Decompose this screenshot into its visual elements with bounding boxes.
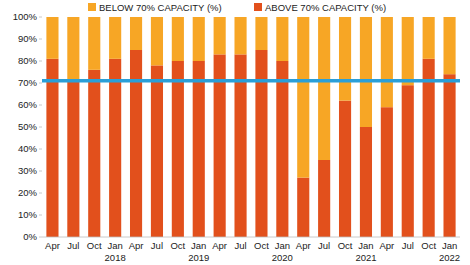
bar-segment	[360, 17, 372, 127]
bar-segment	[151, 17, 163, 65]
x-tick-label: Apr	[296, 240, 311, 251]
x-tick-label: Oct	[170, 240, 185, 251]
y-tick-label: 40%	[18, 143, 38, 154]
y-axis: 0% 10% 20% 30% 40% 50% 60% 70% 80% 90% 100%	[13, 11, 42, 242]
bars	[46, 17, 455, 237]
legend-swatch	[88, 3, 96, 11]
y-tick	[39, 127, 42, 128]
bar-segment	[46, 59, 58, 237]
bar-segment	[130, 50, 142, 237]
chart: 0% 10% 20% 30% 40% 50% 60% 70% 80% 90% 100% Apr Jul O…	[0, 0, 470, 265]
x-axis-line	[42, 237, 460, 238]
x-tick-label: Jul	[402, 240, 414, 251]
y-tick	[39, 193, 42, 194]
bar-segment	[214, 17, 226, 54]
threshold-line	[42, 79, 460, 83]
bar-segment	[443, 17, 455, 74]
year-label: 2019	[188, 252, 209, 263]
bar-segment	[255, 50, 267, 237]
x-tick-label: Jul	[151, 240, 163, 251]
x-tick-label: Apr	[379, 240, 394, 251]
bar-segment	[46, 17, 58, 59]
bar-segment	[402, 85, 414, 237]
legend: BELOW 70% CAPACITY (%) ABOVE 70% CAPACITY…	[88, 2, 386, 13]
bar-segment	[193, 61, 205, 237]
bar-segment	[255, 17, 267, 50]
year-label: 2021	[355, 252, 376, 263]
y-tick-label: 90%	[18, 33, 38, 44]
y-tick-label: 10%	[18, 209, 38, 220]
legend-label: BELOW 70% CAPACITY (%)	[99, 2, 222, 13]
y-tick-label: 20%	[18, 187, 38, 198]
y-tick	[39, 61, 42, 62]
bar-segment	[109, 59, 121, 237]
x-tick-label: Jul	[67, 240, 79, 251]
bar-segment	[172, 61, 184, 237]
x-tick-label: Jan	[107, 240, 122, 251]
year-label: 2022	[439, 252, 460, 263]
x-tick-label: Oct	[87, 240, 102, 251]
bar-segment	[297, 178, 309, 237]
bar-segment	[109, 17, 121, 59]
y-tick-label: 30%	[18, 165, 38, 176]
x-axis: Apr Jul Oct Jan Apr Jul Oct Jan Apr Jul Oct Jan Apr J…	[42, 237, 460, 263]
bar-segment	[339, 101, 351, 237]
x-tick-label: Jan	[442, 240, 457, 251]
bar-segment	[423, 17, 435, 59]
y-tick	[39, 149, 42, 150]
y-tick	[39, 17, 42, 18]
y-tick-label: 70%	[18, 77, 38, 88]
bar-segment	[443, 74, 455, 237]
x-tick-label: Apr	[129, 240, 144, 251]
x-tick-label: Jan	[191, 240, 206, 251]
bar-segment	[381, 17, 393, 107]
x-tick-label: Apr	[45, 240, 60, 251]
year-label: 2020	[272, 252, 293, 263]
legend-label: ABOVE 70% CAPACITY (%)	[265, 2, 386, 13]
bar-segment	[339, 17, 351, 101]
bar-segment	[381, 107, 393, 237]
x-tick-label: Oct	[421, 240, 436, 251]
y-tick	[39, 237, 42, 238]
bar-segment	[67, 81, 79, 237]
x-tick-label: Jan	[275, 240, 290, 251]
x-tick-label: Jul	[234, 240, 246, 251]
bar-segment	[297, 17, 309, 178]
legend-swatch	[254, 3, 262, 11]
bar-segment	[88, 70, 100, 237]
y-tick-label: 100%	[13, 11, 38, 22]
y-tick-label: 60%	[18, 99, 38, 110]
bar-segment	[193, 17, 205, 61]
bar-segment	[130, 17, 142, 50]
y-tick	[39, 83, 42, 84]
x-tick-label: Jan	[358, 240, 373, 251]
x-tick-label: Jul	[318, 240, 330, 251]
bar-segment	[67, 17, 79, 81]
y-tick-label: 0%	[23, 231, 37, 242]
y-tick	[39, 215, 42, 216]
bar-segment	[318, 17, 330, 160]
bar-segment	[318, 160, 330, 237]
x-tick-label: Apr	[212, 240, 227, 251]
bar-segment	[402, 17, 414, 85]
y-tick	[39, 105, 42, 106]
bar-segment	[276, 61, 288, 237]
y-tick-label: 80%	[18, 55, 38, 66]
year-label: 2018	[105, 252, 126, 263]
y-tick-label: 50%	[18, 121, 38, 132]
x-tick-label: Oct	[254, 240, 269, 251]
bar-segment	[360, 127, 372, 237]
bar-segment	[234, 17, 246, 54]
x-tick-label: Oct	[338, 240, 353, 251]
bar-segment	[423, 59, 435, 237]
bar-segment	[88, 17, 100, 70]
bar-segment	[151, 65, 163, 237]
y-tick	[39, 39, 42, 40]
bar-segment	[172, 17, 184, 61]
bar-segment	[276, 17, 288, 61]
y-tick	[39, 171, 42, 172]
